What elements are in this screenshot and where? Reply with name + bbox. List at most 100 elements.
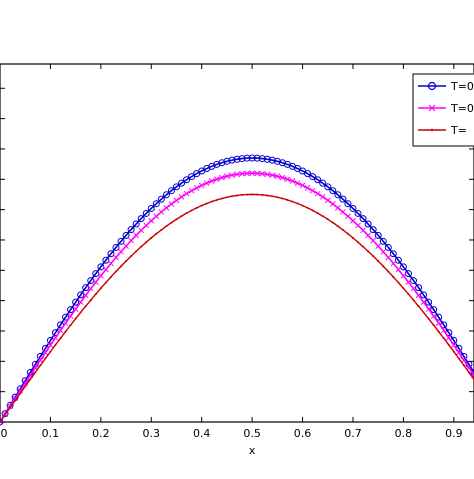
data-point-dot bbox=[256, 194, 258, 196]
legend-marker-dot bbox=[431, 129, 433, 131]
series-layer bbox=[0, 155, 474, 425]
data-point-x bbox=[154, 214, 159, 219]
data-point-dot bbox=[251, 193, 253, 195]
data-point-dot bbox=[261, 194, 263, 196]
data-point-x bbox=[396, 267, 401, 272]
data-point-dot bbox=[236, 194, 238, 196]
data-point-dot bbox=[44, 358, 46, 360]
data-point-dot bbox=[80, 311, 82, 313]
data-point-dot bbox=[286, 199, 288, 201]
plot-frame bbox=[0, 64, 474, 422]
data-point-dot bbox=[276, 196, 278, 198]
series-line bbox=[0, 158, 474, 422]
data-point-dot bbox=[322, 215, 324, 217]
data-point-dot bbox=[125, 260, 127, 262]
data-point-x bbox=[335, 205, 340, 210]
data-point-dot bbox=[54, 344, 56, 346]
data-point-x bbox=[108, 261, 113, 266]
x-tick-label: 0.4 bbox=[193, 427, 211, 440]
data-point-dot bbox=[332, 222, 334, 224]
data-point-x bbox=[366, 233, 371, 238]
data-point-dot bbox=[433, 324, 435, 326]
data-point-dot bbox=[428, 318, 430, 320]
data-point-dot bbox=[357, 241, 359, 243]
data-point-dot bbox=[226, 196, 228, 198]
data-point-x bbox=[134, 233, 139, 238]
data-point-dot bbox=[387, 271, 389, 273]
data-point-dot bbox=[191, 209, 193, 211]
data-point-x bbox=[310, 188, 315, 193]
data-point-dot bbox=[327, 218, 329, 220]
data-point-dot bbox=[297, 202, 299, 204]
data-point-dot bbox=[34, 371, 36, 373]
data-point-dot bbox=[377, 260, 379, 262]
data-point-x bbox=[345, 214, 350, 219]
data-point-dot bbox=[181, 215, 183, 217]
data-point-dot bbox=[246, 194, 248, 196]
legend-label: T=0 bbox=[450, 102, 474, 115]
data-point-dot bbox=[95, 293, 97, 295]
data-point-dot bbox=[337, 225, 339, 227]
data-point-dot bbox=[342, 229, 344, 231]
data-point-dot bbox=[216, 199, 218, 201]
data-point-x bbox=[63, 321, 68, 326]
data-point-x bbox=[129, 238, 134, 243]
series-line bbox=[0, 173, 474, 422]
data-point-dot bbox=[115, 271, 117, 273]
data-point-x bbox=[184, 191, 189, 196]
data-point-dot bbox=[186, 212, 188, 214]
data-point-dot bbox=[347, 233, 349, 235]
data-point-x bbox=[113, 255, 118, 260]
data-point-x bbox=[330, 201, 335, 206]
data-point-x bbox=[401, 273, 406, 278]
data-point-dot bbox=[211, 201, 213, 203]
data-point-dot bbox=[196, 207, 198, 209]
data-point-x bbox=[139, 228, 144, 233]
data-point-dot bbox=[60, 337, 62, 339]
data-point-dot bbox=[271, 195, 273, 197]
data-point-x bbox=[159, 209, 164, 214]
data-point-dot bbox=[24, 385, 26, 387]
data-point-dot bbox=[201, 205, 203, 207]
data-point-dot bbox=[412, 299, 414, 301]
data-point-x bbox=[320, 194, 325, 199]
data-point-dot bbox=[19, 392, 21, 394]
data-point-x bbox=[386, 255, 391, 260]
data-point-x bbox=[325, 198, 330, 203]
data-point-dot bbox=[453, 351, 455, 353]
data-point-x bbox=[174, 198, 179, 203]
x-tick-label: 0.6 bbox=[294, 427, 312, 440]
data-point-dot bbox=[120, 265, 122, 267]
data-point-dot bbox=[266, 194, 268, 196]
data-point-x bbox=[436, 321, 441, 326]
data-point-dot bbox=[165, 225, 167, 227]
data-point-x bbox=[164, 205, 169, 210]
data-point-dot bbox=[448, 344, 450, 346]
data-point-dot bbox=[458, 358, 460, 360]
x-tick-label: 0.7 bbox=[344, 427, 362, 440]
data-point-dot bbox=[65, 331, 67, 333]
data-point-dot bbox=[140, 246, 142, 248]
data-point-dot bbox=[302, 205, 304, 207]
data-point-x bbox=[144, 223, 149, 228]
data-point-dot bbox=[160, 229, 162, 231]
data-point-dot bbox=[85, 305, 87, 307]
data-point-dot bbox=[241, 194, 243, 196]
data-point-dot bbox=[407, 293, 409, 295]
data-point-dot bbox=[367, 250, 369, 252]
data-point-dot bbox=[382, 265, 384, 267]
x-tick-label: 0.8 bbox=[395, 427, 413, 440]
data-point-dot bbox=[90, 299, 92, 301]
data-point-dot bbox=[39, 364, 41, 366]
data-point-dot bbox=[29, 378, 31, 380]
data-point-dot bbox=[397, 282, 399, 284]
data-point-x bbox=[169, 201, 174, 206]
data-point-dot bbox=[170, 222, 172, 224]
data-point-dot bbox=[221, 197, 223, 199]
data-point-dot bbox=[155, 233, 157, 235]
data-point-dot bbox=[206, 202, 208, 204]
data-point-dot bbox=[362, 246, 364, 248]
series-markers bbox=[0, 171, 474, 425]
